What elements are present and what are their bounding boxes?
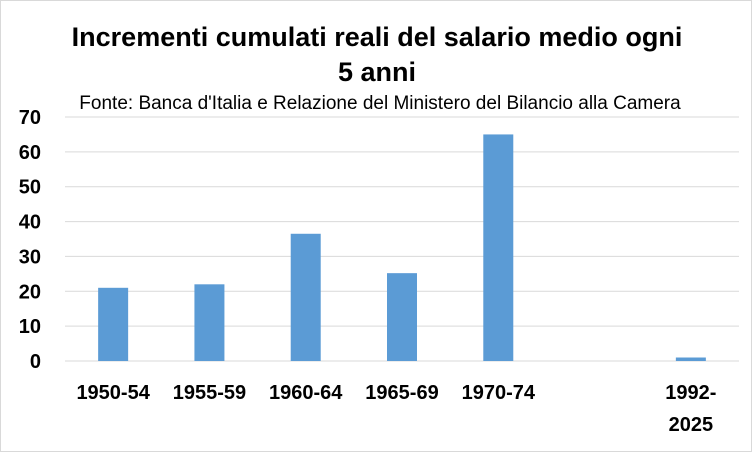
bars bbox=[98, 134, 706, 361]
x-tick-label: 1960-64 bbox=[269, 382, 343, 404]
y-tick-label: 70 bbox=[19, 107, 41, 129]
y-axis-ticks: 0 10 20 30 40 50 60 70 bbox=[19, 107, 41, 373]
chart-title-line-1: Incrementi cumulati reali del salario me… bbox=[72, 22, 683, 52]
x-tick-label: 1992- bbox=[665, 382, 716, 404]
bar bbox=[387, 273, 417, 361]
chart-subtitle: Fonte: Banca d'Italia e Relazione del Mi… bbox=[79, 93, 681, 114]
bar bbox=[98, 287, 129, 361]
y-tick-label: 10 bbox=[19, 316, 41, 338]
y-tick-label: 0 bbox=[30, 351, 41, 373]
bar bbox=[675, 357, 706, 361]
y-tick-label: 40 bbox=[19, 212, 41, 234]
y-tick-label: 60 bbox=[19, 142, 41, 164]
y-tick-label: 50 bbox=[19, 177, 41, 199]
x-tick-label: 1970-74 bbox=[462, 382, 536, 404]
x-tick-label: 2025 bbox=[669, 414, 714, 436]
chart-title-line-2: 5 anni bbox=[338, 57, 416, 87]
bar bbox=[483, 134, 514, 361]
bar bbox=[290, 233, 321, 361]
x-tick-label: 1965-69 bbox=[365, 382, 438, 404]
x-tick-label: 1950-54 bbox=[76, 382, 150, 404]
bar bbox=[194, 284, 225, 361]
x-axis-ticks: 1950-54 1955-59 1960-64 1965-69 1970-74 1992-… bbox=[76, 382, 716, 436]
y-tick-label: 30 bbox=[19, 246, 41, 268]
x-tick-label: 1955-59 bbox=[173, 382, 246, 404]
y-tick-label: 20 bbox=[19, 281, 41, 303]
